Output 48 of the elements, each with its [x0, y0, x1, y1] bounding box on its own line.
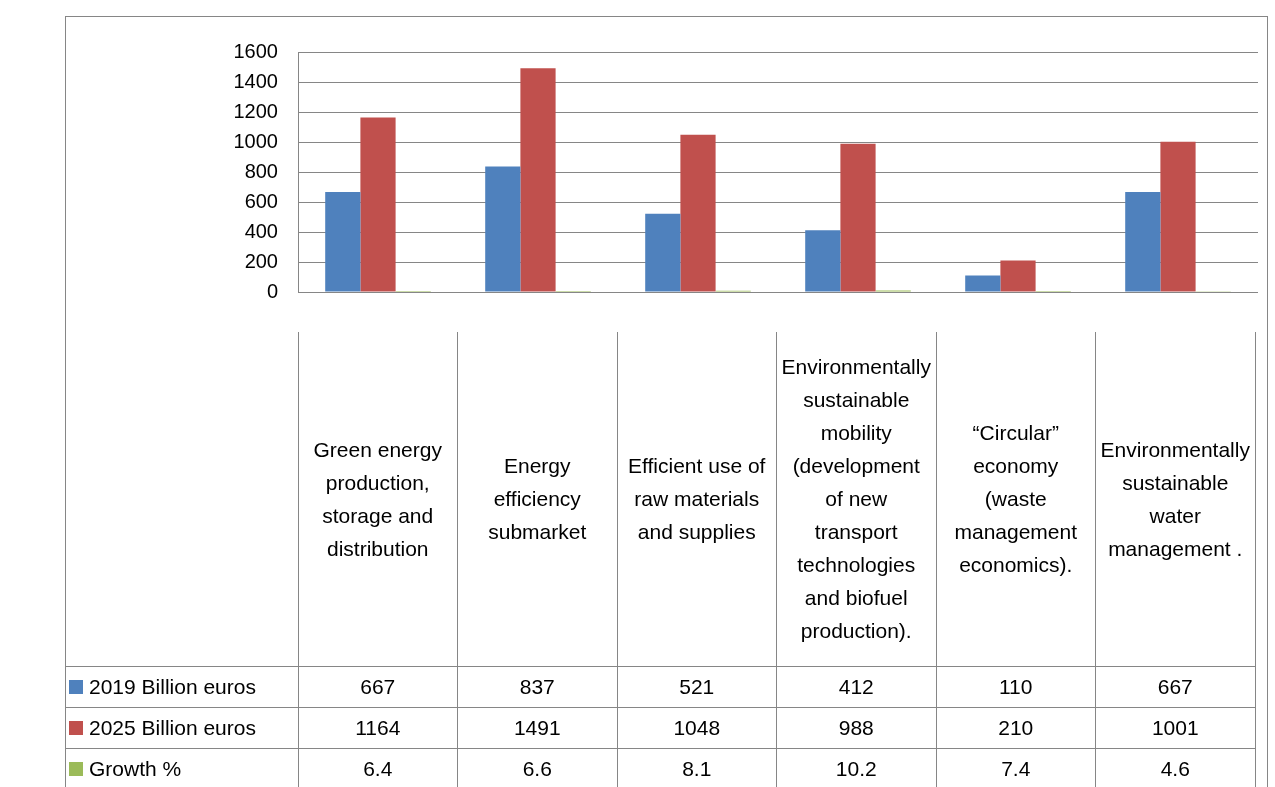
bar — [1160, 141, 1196, 292]
y-tick-label: 0 — [266, 279, 278, 302]
legend-label: 2019 Billion euros — [65, 666, 298, 707]
bar — [360, 117, 396, 292]
data-label: 6.4 — [298, 748, 458, 787]
data-label: 667 — [298, 666, 458, 707]
bar — [520, 68, 556, 292]
bar — [965, 275, 1001, 292]
bar — [485, 166, 521, 292]
data-label: 412 — [776, 666, 936, 707]
bar — [1125, 191, 1161, 292]
data-label: 6.6 — [457, 748, 617, 787]
data-label: 988 — [776, 707, 936, 748]
data-label: 837 — [457, 666, 617, 707]
data-label: 210 — [936, 707, 1096, 748]
data-label: 4.6 — [1095, 748, 1255, 787]
x-tick-label: Energy efficiency submarket — [457, 332, 617, 666]
data-label: 7.4 — [936, 748, 1096, 787]
x-tick-label: Environmentally sustainable water management . — [1095, 332, 1255, 666]
data-label: 110 — [936, 666, 1096, 707]
y-tick-label: 600 — [244, 189, 278, 212]
data-label: 1164 — [298, 707, 458, 748]
y-tick-label: 1600 — [233, 39, 278, 62]
data-label: 1001 — [1095, 707, 1255, 748]
bar — [325, 191, 361, 292]
y-tick-label: 1000 — [233, 129, 278, 152]
bar — [805, 230, 841, 292]
legend-label: Growth % — [65, 748, 298, 787]
bar — [840, 143, 876, 292]
y-tick-label: 1200 — [233, 99, 278, 122]
y-tick-label: 400 — [244, 219, 278, 242]
data-label: 521 — [617, 666, 777, 707]
data-label: 8.1 — [617, 748, 777, 787]
data-label: 1491 — [457, 707, 617, 748]
bar — [1000, 260, 1036, 292]
x-tick-label: “Circular” economy (waste management economics). — [936, 332, 1096, 666]
y-tick-label: 200 — [244, 249, 278, 272]
x-tick-label: Efficient use of raw materials and supplies — [617, 332, 777, 666]
y-tick-label: 1400 — [233, 69, 278, 92]
y-tick-label: 800 — [244, 159, 278, 182]
data-label: 10.2 — [776, 748, 936, 787]
category-label: Environmentally sustainable mobility (development of new transport technologies and biofuel production). — [781, 355, 931, 643]
data-label: 1048 — [617, 707, 777, 748]
legend-label: 2025 Billion euros — [65, 707, 298, 748]
data-label: 667 — [1095, 666, 1255, 707]
bar — [680, 134, 716, 292]
x-tick-label: Green energy production, storage and distribution — [298, 332, 458, 666]
bar — [645, 213, 681, 292]
